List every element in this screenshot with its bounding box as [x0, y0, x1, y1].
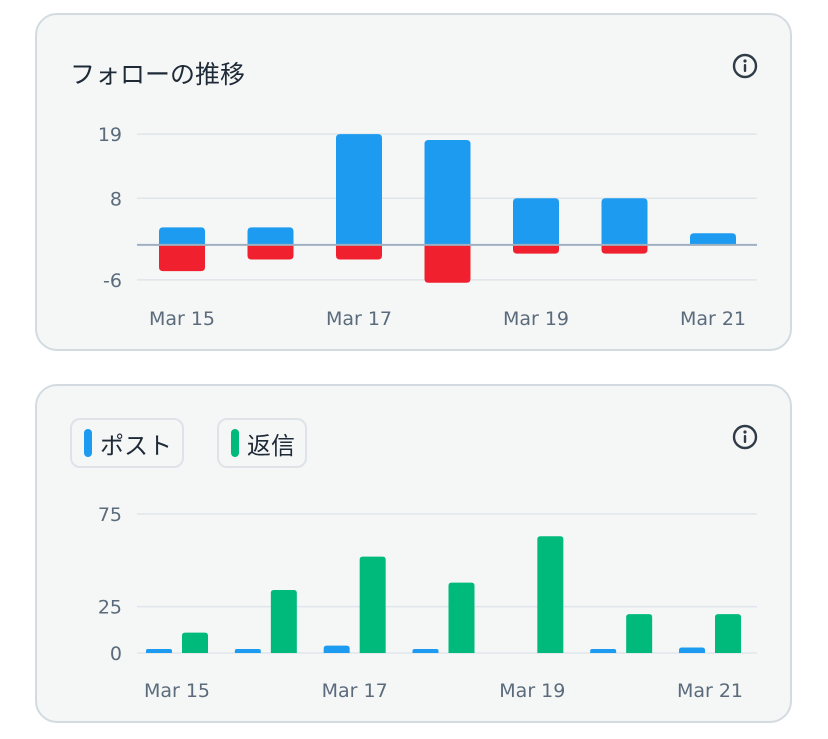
- legend-post-label: ポスト: [100, 431, 172, 460]
- follow-trend-title: フォローの推移: [70, 60, 246, 89]
- follow-trend-card: フォローの推移 19 8 -6 Mar 15 Mar 17 Mar 19 Mar 21: [35, 13, 792, 351]
- y-tick-label: 19: [98, 124, 122, 146]
- activity-chart: 75 25 0 Mar 15 Mar 17 Mar 19 Mar 21: [98, 504, 757, 702]
- bar-reply: [182, 632, 208, 653]
- bar-post: [323, 645, 350, 653]
- bar-positive: [159, 227, 205, 245]
- bar-post: [590, 649, 617, 653]
- legend-reply[interactable]: 返信: [217, 418, 307, 468]
- bar-positive: [601, 198, 648, 245]
- bar-positive: [336, 134, 382, 245]
- x-tick-label: Mar 17: [326, 308, 392, 330]
- y-tick-label: 75: [98, 504, 122, 526]
- bar-negative: [159, 244, 205, 272]
- x-tick-label: Mar 15: [149, 308, 215, 330]
- legend-reply-swatch: [231, 429, 239, 457]
- bar-reply: [270, 589, 297, 653]
- activity-card: ポスト 返信 75 25 0 Mar 15 Mar 17 Mar 19 Mar 21: [35, 384, 792, 723]
- legend-reply-label: 返信: [247, 431, 295, 460]
- y-tick-label: 25: [98, 597, 122, 619]
- bar-reply: [537, 536, 564, 653]
- bar-reply: [626, 614, 653, 653]
- legend-post[interactable]: ポスト: [70, 418, 184, 468]
- x-tick-label: Mar 15: [144, 680, 210, 702]
- bar-reply: [448, 582, 475, 653]
- bar-negative: [601, 244, 648, 254]
- bar-positive: [424, 139, 471, 245]
- x-tick-label: Mar 17: [322, 680, 388, 702]
- bar-positive: [690, 233, 736, 245]
- bar-negative: [424, 244, 471, 283]
- bar-negative: [247, 244, 294, 260]
- follow-trend-chart: 19 8 -6 Mar 15 Mar 17 Mar 19 Mar 21: [98, 124, 757, 330]
- info-icon[interactable]: [732, 424, 758, 450]
- bar-post: [146, 649, 172, 653]
- bar-post: [234, 649, 261, 653]
- x-tick-label: Mar 21: [680, 308, 746, 330]
- info-icon[interactable]: [732, 53, 758, 79]
- bar-reply: [359, 556, 386, 653]
- x-tick-label: Mar 21: [677, 680, 743, 702]
- bar-post: [412, 649, 439, 653]
- bar-negative: [513, 244, 559, 254]
- x-tick-label: Mar 19: [499, 680, 565, 702]
- bar-positive: [513, 198, 559, 245]
- bar-post: [679, 647, 705, 653]
- x-tick-label: Mar 19: [503, 308, 569, 330]
- bar-positive: [247, 227, 294, 245]
- y-tick-label: 0: [110, 643, 122, 665]
- bar-negative: [336, 244, 382, 260]
- bar-reply: [715, 614, 741, 653]
- legend-post-swatch: [84, 429, 92, 457]
- y-tick-label: 8: [110, 188, 122, 210]
- y-tick-label: -6: [103, 270, 122, 292]
